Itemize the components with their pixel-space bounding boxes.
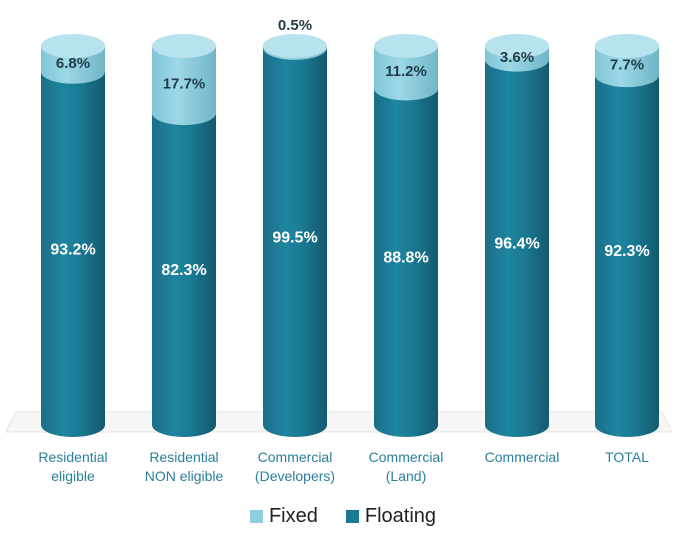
data-label-floating: 82.3% [161,262,206,279]
category-label: Residential NON eligible [145,449,224,484]
bar-floating [374,88,438,437]
legend-swatch-fixed [249,510,263,523]
category-label: TOTAL [605,449,649,465]
category-label: Commercial (Developers) [255,449,335,484]
category-label-line: (Developers) [255,468,335,484]
category-label-line: TOTAL [605,449,649,465]
bar-group [485,34,549,437]
data-label-floating: 96.4% [494,235,539,252]
category-label-line: Commercial [485,449,560,465]
category-label: Commercial (Land) [369,449,444,484]
bar-group [374,34,438,437]
bar-floating [485,59,549,437]
data-label-fixed: 7.7% [610,57,644,74]
category-label: Residential eligible [38,449,107,484]
bar-top-cap [595,34,659,58]
data-label-fixed: 17.7% [163,76,206,93]
category-label: Commercial [485,449,560,465]
data-label-fixed: 3.6% [500,49,534,66]
bar-fixed [152,46,216,126]
bar-floating [595,75,659,438]
legend: Fixed Floating [0,505,686,528]
category-labels: Residential eligible Residential NON eligib… [38,449,649,484]
bar-floating [152,113,216,437]
bar-top-cap [152,34,216,58]
category-label-line: Residential [149,449,218,465]
bar-group [595,34,659,438]
bar-fixed [374,46,438,101]
category-label-line: eligible [51,468,95,484]
bars [41,34,659,438]
bar-group [41,34,105,437]
legend-swatch-floating [345,510,359,523]
bar-top-cap [41,34,105,58]
category-label-line: Commercial [369,449,444,465]
bar-top-cap [374,34,438,58]
bar-top-cap [485,34,549,58]
legend-item-floating: Floating [345,505,437,528]
category-label-line: Residential [38,449,107,465]
category-label-line: NON eligible [145,468,224,484]
data-label-fixed: 11.2% [385,63,427,80]
data-label-floating: 99.5% [272,229,317,246]
bar-group [263,34,327,438]
legend-label-floating: Floating [364,505,437,527]
data-label-floating: 93.2% [50,241,95,258]
bar-top-cap [263,34,327,58]
data-label-floating: 92.3% [604,243,649,260]
legend-item-fixed: Fixed [249,505,318,528]
data-label-fixed: 0.5% [278,17,312,34]
bar-floating [263,47,327,438]
legend-label-fixed: Fixed [268,505,318,527]
category-label-line: Commercial [258,449,333,465]
bar-group [152,34,216,437]
chart-floor [5,411,673,433]
bar-floating [41,71,105,437]
category-label-line: (Land) [386,468,426,484]
data-label-floating: 88.8% [383,250,428,267]
data-label-fixed: 6.8% [56,55,90,72]
